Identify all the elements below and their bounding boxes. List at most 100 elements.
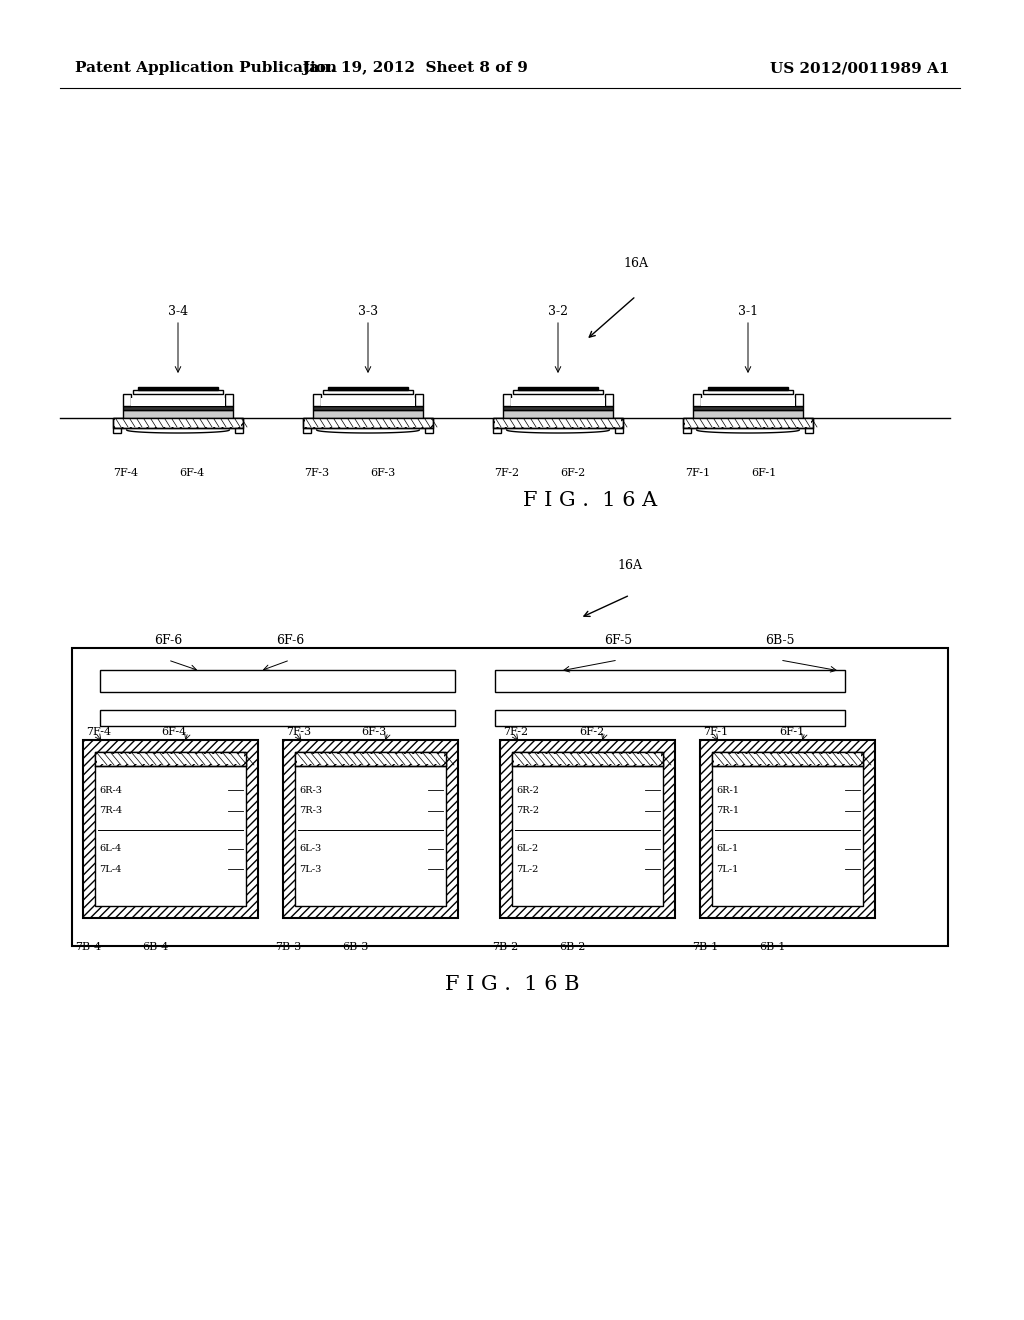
Bar [703,389,793,393]
Bar [503,393,511,407]
Text: 7F-3: 7F-3 [304,469,330,478]
Bar [95,752,246,906]
Bar [518,387,598,389]
Text: 6F-2: 6F-2 [560,469,586,478]
Text: 6B-5: 6B-5 [765,634,795,647]
Bar [683,418,813,428]
Bar [295,752,446,906]
Bar [512,752,663,906]
Text: 6F-6: 6F-6 [275,634,304,647]
Bar [72,648,948,946]
Text: 3-1: 3-1 [738,305,758,318]
Text: 3-2: 3-2 [548,305,568,318]
Bar [683,428,691,433]
Bar [113,418,243,428]
Text: US 2012/0011989 A1: US 2012/0011989 A1 [770,61,949,75]
Text: 7F-3: 7F-3 [286,727,311,737]
Text: 6F-4: 6F-4 [179,469,205,478]
Text: 6B-1: 6B-1 [759,942,785,952]
Bar [123,407,233,411]
Text: 7L-3: 7L-3 [299,865,322,874]
Text: 6F-5: 6F-5 [604,634,632,647]
Bar [133,389,223,393]
Text: 7L-2: 7L-2 [516,865,539,874]
Text: F I G .  1 6 A: F I G . 1 6 A [523,491,657,510]
Text: 3-3: 3-3 [358,305,378,318]
Bar [511,399,605,407]
Bar [321,399,415,407]
Bar [795,393,803,407]
Text: 6B-4: 6B-4 [141,942,168,952]
Bar [700,741,874,917]
Bar [283,741,458,917]
Bar [712,752,863,766]
Bar [97,754,244,764]
Bar [138,387,218,389]
Bar [712,752,863,906]
Text: 6F-1: 6F-1 [752,469,776,478]
Bar [295,752,446,766]
Bar [495,671,845,692]
Bar [415,393,423,407]
Bar [313,393,321,407]
Text: 6F-4: 6F-4 [162,727,187,737]
Bar [493,418,623,428]
Bar [131,399,225,407]
Text: 6L-4: 6L-4 [99,845,121,854]
Bar [313,407,423,411]
Bar [115,418,241,426]
Text: 7F-2: 7F-2 [503,727,528,737]
Bar [297,754,444,764]
Bar [113,418,243,428]
Bar [685,418,811,426]
Text: 3-4: 3-4 [168,305,188,318]
Bar [605,393,613,407]
Text: 6R-3: 6R-3 [299,785,322,795]
Bar [500,741,675,917]
Bar [123,393,131,407]
Text: 7R-1: 7R-1 [716,807,739,816]
Text: 7F-1: 7F-1 [685,469,711,478]
Bar [503,411,613,418]
Bar [303,418,433,428]
Text: 7B-4: 7B-4 [75,942,101,952]
Text: 6F-3: 6F-3 [361,727,387,737]
Text: 7L-1: 7L-1 [716,865,738,874]
Text: 7L-4: 7L-4 [99,865,122,874]
Bar [493,428,501,433]
Bar [683,418,813,428]
Bar [95,752,246,766]
Text: 7B-2: 7B-2 [492,942,518,952]
Bar [693,393,701,407]
Bar [512,752,663,766]
Text: 7F-1: 7F-1 [703,727,728,737]
Bar [615,428,623,433]
Bar [303,418,433,428]
Text: 6F-3: 6F-3 [371,469,395,478]
Text: F I G .  1 6 B: F I G . 1 6 B [444,975,580,994]
Bar [693,407,803,411]
Bar [123,411,233,418]
Text: 7F-4: 7F-4 [86,727,112,737]
Text: 6F-1: 6F-1 [778,727,804,737]
Text: 7F-2: 7F-2 [495,469,519,478]
Text: 7B-3: 7B-3 [274,942,301,952]
Text: Patent Application Publication: Patent Application Publication [75,61,337,75]
Text: 7R-3: 7R-3 [299,807,323,816]
Bar [495,418,621,426]
Bar [493,418,623,428]
Text: 7R-2: 7R-2 [516,807,539,816]
Bar [693,411,803,418]
Bar [503,407,613,411]
Bar [234,428,243,433]
Bar [225,393,233,407]
Bar [514,754,662,764]
Bar [313,411,423,418]
Bar [805,428,813,433]
Text: 6B-2: 6B-2 [559,942,585,952]
Bar [303,428,311,433]
Bar [100,671,455,692]
Bar [328,387,408,389]
Text: Jan. 19, 2012  Sheet 8 of 9: Jan. 19, 2012 Sheet 8 of 9 [302,61,528,75]
Text: 16A: 16A [624,257,648,271]
